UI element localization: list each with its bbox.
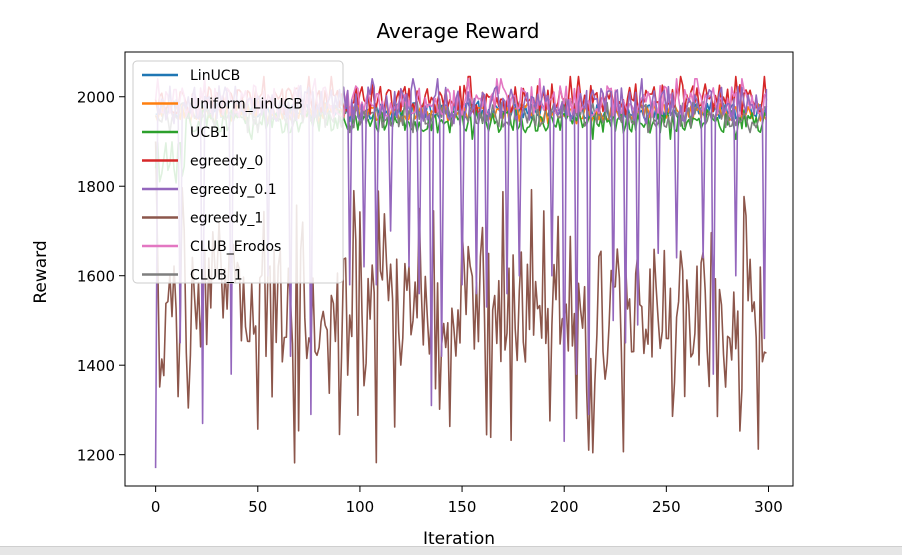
x-tick-label: 250: [652, 498, 681, 516]
x-tick-label: 150: [448, 498, 477, 516]
y-tick-label: 1800: [77, 178, 115, 196]
legend-label-linucb: LinUCB: [190, 68, 240, 84]
legend-label-egreedy-0: egreedy_0: [190, 154, 263, 170]
series-line-egreedy-1: [154, 141, 767, 464]
y-tick-label: 1200: [77, 447, 115, 465]
plot-frame: [124, 51, 794, 487]
y-tick-label: 1600: [77, 268, 115, 286]
x-tick-label: 300: [754, 498, 783, 516]
legend-box: [132, 60, 344, 284]
legend-label-egreedy-1: egreedy_1: [190, 211, 263, 227]
y-tick-label: 1400: [77, 357, 115, 375]
y-axis: 1200 1400 1600 1800 2000: [77, 89, 125, 465]
x-tick-label: 0: [151, 498, 161, 516]
legend-label-club-1: CLUB_1: [190, 268, 243, 284]
legend-label-egreedy-0-1: egreedy_0.1: [190, 182, 277, 198]
window-bottom-edge: [0, 546, 902, 555]
x-tick-label: 100: [346, 498, 375, 516]
x-tick-label: 200: [550, 498, 579, 516]
legend-label-ucb1: UCB1: [190, 125, 229, 141]
legend-label-club-erodos: CLUB_Erodos: [190, 239, 281, 255]
chart-title: Average Reward: [377, 19, 540, 43]
y-tick-label: 2000: [77, 89, 115, 107]
legend: LinUCB Uniform_LinUCB UCB1 egreedy_0egreedy…: [132, 60, 344, 284]
x-axis: 0 50 100 150 200 250 300: [151, 486, 783, 516]
y-axis-label: Reward: [31, 240, 51, 303]
x-tick-label: 50: [248, 498, 267, 516]
x-axis-label: Iteration: [423, 529, 495, 549]
legend-label-uniform-linucb: Uniform_LinUCB: [190, 97, 303, 113]
